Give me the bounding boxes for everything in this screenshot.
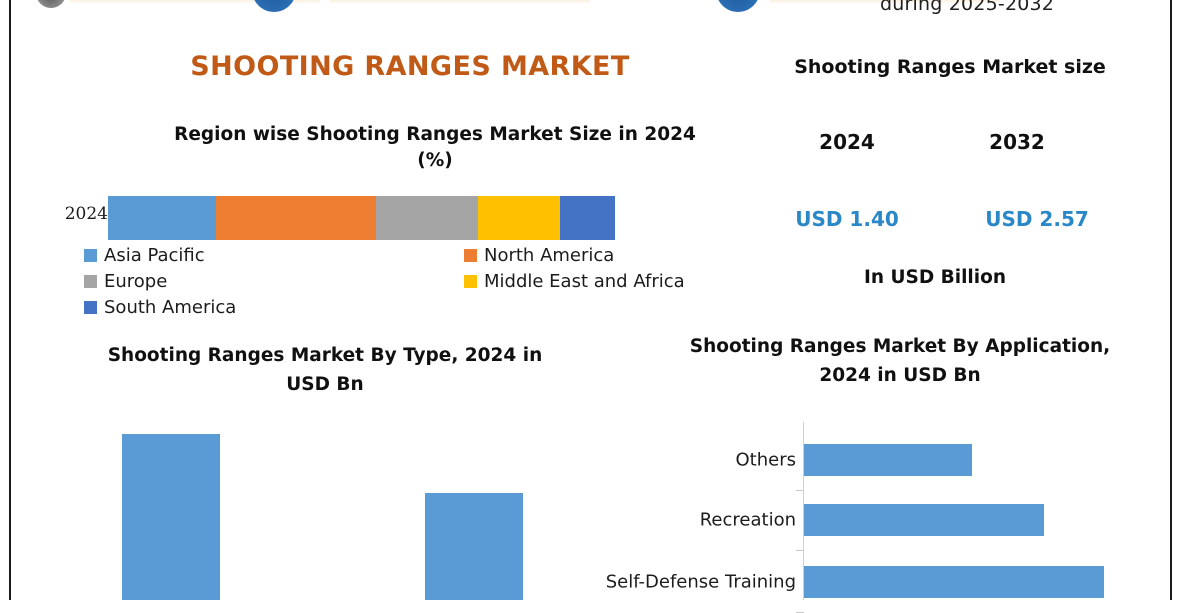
logo-mark-grey-icon: [36, 0, 66, 8]
legend-item[interactable]: North America: [464, 245, 614, 266]
by-type-chart-title: Shooting Ranges Market By Type, 2024 in …: [60, 341, 590, 399]
type-bar-indoor: [122, 434, 220, 600]
legend-label: Asia Pacific: [104, 245, 205, 266]
region-stacked-bar: [108, 196, 615, 240]
frame-border-left: [9, 0, 11, 600]
region-chart-title: Region wise Shooting Ranges Market Size …: [95, 122, 775, 174]
market-size-title: Shooting Ranges Market size: [794, 56, 1106, 78]
market-size-base-value: USD 1.40: [795, 207, 899, 231]
legend-label: Europe: [104, 271, 168, 292]
market-size-forecast-value: USD 2.57: [985, 207, 1089, 231]
market-size-forecast-year: 2032: [989, 130, 1045, 154]
type-bar-outdoor: [425, 493, 523, 600]
frame-border-right: [1170, 0, 1172, 600]
logo-wordmark-wash-right: [770, 0, 1000, 4]
legend-item[interactable]: Middle East and Africa: [464, 271, 685, 292]
by-application-chart-title: Shooting Ranges Market By Application, 2…: [660, 332, 1140, 390]
header-logo-strip: [0, 0, 1200, 14]
region-stacked-bar-chart: 2024: [10, 196, 710, 242]
logo-mark-blue-left-icon: [252, 0, 296, 12]
logo-mark-blue-right-icon: [716, 0, 760, 12]
legend-swatch-icon: [84, 249, 97, 262]
by-type-column-chart: [60, 405, 620, 600]
application-category-label: Self-Defense Training: [605, 571, 796, 593]
application-bar-recreation: [804, 504, 1044, 536]
region-segment-north-america: [215, 196, 377, 240]
logo-wordmark-wash-center: [330, 0, 590, 4]
by-type-chart-title-line1: Shooting Ranges Market By Type, 2024 in: [107, 345, 543, 366]
by-application-value-axis: [803, 422, 804, 600]
application-axis-tick: [796, 550, 804, 551]
legend-swatch-icon: [84, 275, 97, 288]
region-category-label: 2024: [64, 204, 108, 224]
application-category-label: Recreation: [699, 509, 796, 531]
page-title: SHOOTING RANGES MARKET: [190, 51, 630, 82]
region-chart-title-line2: (%): [417, 150, 453, 171]
region-segment-asia-pacific: [108, 196, 216, 240]
application-bar-self-defense-training: [804, 566, 1104, 598]
by-type-chart-title-line2: USD Bn: [286, 374, 364, 395]
application-axis-tick: [796, 490, 804, 491]
application-bar-others: [804, 444, 972, 476]
by-application-chart-title-line2: 2024 in USD Bn: [819, 365, 981, 386]
region-chart-title-line1: Region wise Shooting Ranges Market Size …: [174, 124, 696, 145]
legend-item[interactable]: Asia Pacific: [84, 245, 205, 266]
cagr-period-text: during 2025-2032: [880, 0, 1055, 15]
region-segment-south-america: [560, 196, 615, 240]
market-size-unit-note: In USD Billion: [864, 267, 1006, 288]
region-segment-middle-east-and-africa: [478, 196, 561, 240]
market-size-base-year: 2024: [819, 130, 875, 154]
legend-swatch-icon: [84, 301, 97, 314]
legend-item[interactable]: South America: [84, 297, 236, 318]
legend-swatch-icon: [464, 249, 477, 262]
legend-label: South America: [104, 297, 237, 318]
legend-label: Middle East and Africa: [484, 271, 685, 292]
application-category-label: Others: [735, 449, 797, 471]
by-application-chart-title-line1: Shooting Ranges Market By Application,: [689, 336, 1111, 357]
legend-item[interactable]: Europe: [84, 271, 167, 292]
region-segment-europe: [376, 196, 479, 240]
logo-wordmark-wash-left: [70, 0, 320, 4]
legend-label: North America: [484, 245, 615, 266]
by-application-bar-chart: Others Recreation Self-Defense Training: [600, 420, 1170, 613]
region-chart-legend: Asia Pacific North America Europe Middle Ea…: [84, 245, 724, 323]
legend-swatch-icon: [464, 275, 477, 288]
